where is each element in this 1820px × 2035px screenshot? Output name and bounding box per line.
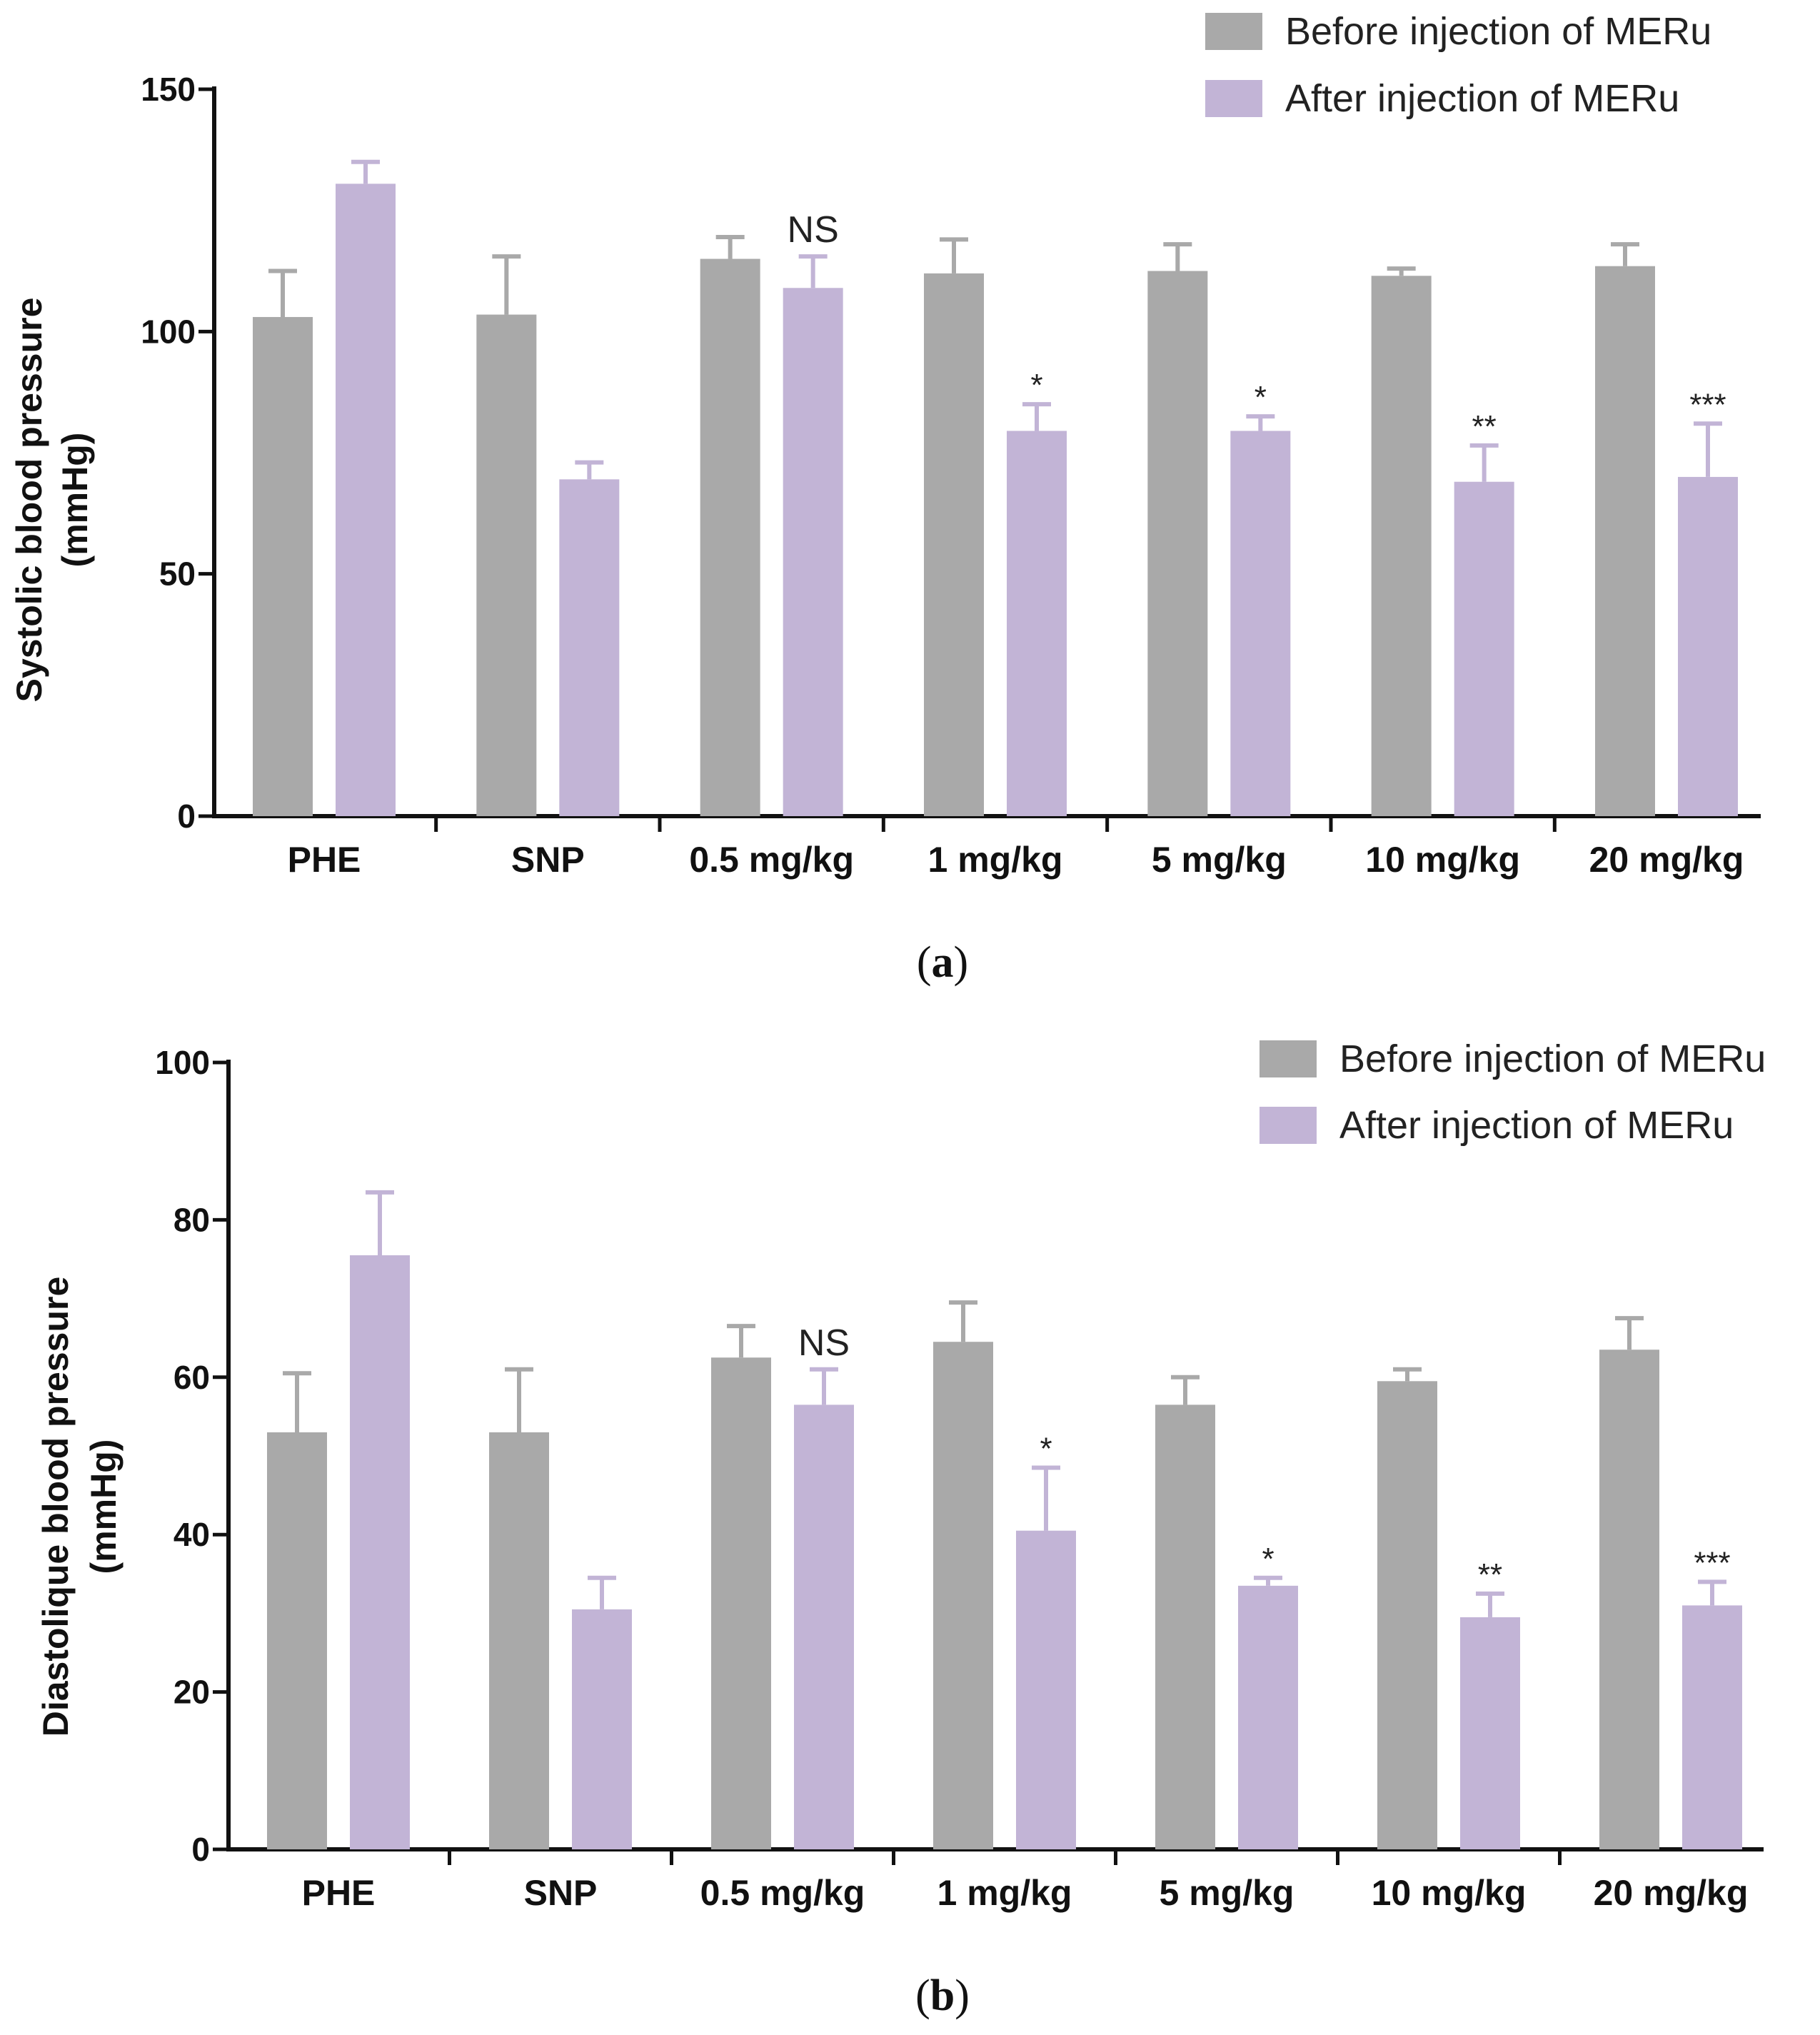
y-tick-label: 150: [141, 71, 196, 108]
bar: [1147, 271, 1208, 816]
bar: [559, 479, 620, 816]
bar: [1007, 431, 1067, 816]
y-tick-label: 80: [174, 1201, 210, 1238]
legend-label: After injection of MERu: [1285, 77, 1679, 120]
x-tick-label: 20 mg/kg: [1589, 840, 1744, 880]
significance-label: *: [1030, 368, 1042, 403]
bar: [253, 316, 313, 816]
significance-label: NS: [798, 1322, 850, 1364]
bar: [1460, 1617, 1520, 1849]
significance-label: ***: [1689, 387, 1726, 422]
bar: [1678, 476, 1738, 816]
bar: [350, 1255, 410, 1849]
legend-swatch: [1260, 1107, 1317, 1144]
legend-label: After injection of MERu: [1339, 1104, 1734, 1147]
x-tick-label: 1 mg/kg: [928, 840, 1063, 880]
x-tick-label: 0.5 mg/kg: [689, 840, 854, 880]
y-tick-label: 50: [159, 556, 196, 593]
x-tick-label: PHE: [288, 840, 361, 880]
y-tick-label: 20: [174, 1674, 210, 1711]
x-tick-label: 10 mg/kg: [1365, 840, 1520, 880]
y-tick-label: 60: [174, 1359, 210, 1396]
significance-label: NS: [788, 209, 839, 251]
bar: [933, 1342, 993, 1849]
x-tick-label: 10 mg/kg: [1372, 1873, 1527, 1913]
bar: [476, 314, 537, 817]
significance-label: *: [1262, 1542, 1274, 1577]
bar: [1155, 1405, 1215, 1849]
legend-swatch: [1205, 13, 1262, 50]
y-tick-label: 0: [191, 1831, 210, 1868]
bar: [1599, 1350, 1659, 1849]
significance-label: *: [1255, 380, 1267, 415]
y-tick-label: 100: [141, 313, 196, 350]
significance-label: **: [1472, 409, 1497, 444]
panel-a: Systolic blood pressure (mmHg) (a) 0 50 10…: [0, 0, 1820, 993]
bar: [700, 258, 760, 816]
bar: [1016, 1530, 1076, 1849]
bar: [1238, 1585, 1298, 1849]
bar: [572, 1609, 632, 1849]
y-axis-label-line2: (mmHg): [84, 1439, 124, 1574]
x-tick-label: SNP: [511, 840, 585, 880]
bar: [1371, 276, 1432, 817]
x-tick-label: 1 mg/kg: [937, 1873, 1072, 1913]
bar: [267, 1432, 327, 1849]
panel-b: Diastolique blood pressure (mmHg) (b) 0 2…: [0, 993, 1820, 2035]
panel-caption: (b): [915, 1971, 970, 2020]
diastolic-chart: Diastolique blood pressure (mmHg) (b) 0 2…: [36, 1037, 1766, 2020]
significance-label: *: [1040, 1432, 1052, 1467]
bar: [783, 288, 843, 817]
x-tick-label: 5 mg/kg: [1160, 1873, 1294, 1913]
significance-label: **: [1478, 1557, 1502, 1592]
legend-swatch: [1260, 1040, 1317, 1077]
y-axis-label-line1: Diastolique blood pressure: [36, 1277, 76, 1737]
panel-caption: (a): [917, 938, 968, 987]
bar: [1454, 481, 1514, 816]
bar: [711, 1357, 771, 1849]
bar: [489, 1432, 549, 1849]
y-tick-label: 100: [155, 1044, 210, 1081]
bar: [336, 184, 396, 817]
bar: [1230, 431, 1291, 816]
y-axis-label-line1: Systolic blood pressure: [9, 298, 49, 703]
bar: [794, 1405, 854, 1849]
x-tick-label: 20 mg/kg: [1594, 1873, 1749, 1913]
systolic-chart: Systolic blood pressure (mmHg) (a) 0 50 10…: [9, 10, 1761, 987]
legend-swatch: [1205, 80, 1262, 117]
y-tick-label: 0: [177, 798, 196, 835]
y-tick-label: 40: [174, 1516, 210, 1553]
legend-label: Before injection of MERu: [1339, 1037, 1766, 1080]
x-tick-label: 0.5 mg/kg: [700, 1873, 865, 1913]
bar: [1377, 1381, 1437, 1849]
bar: [1682, 1605, 1742, 1849]
significance-label: ***: [1694, 1545, 1730, 1580]
x-tick-label: SNP: [524, 1873, 598, 1913]
bar: [1595, 266, 1655, 816]
legend-label: Before injection of MERu: [1285, 10, 1711, 53]
x-tick-label: PHE: [302, 1873, 376, 1913]
x-tick-label: 5 mg/kg: [1152, 840, 1287, 880]
y-axis-label-line2: (mmHg): [55, 433, 95, 568]
bar: [924, 273, 984, 817]
